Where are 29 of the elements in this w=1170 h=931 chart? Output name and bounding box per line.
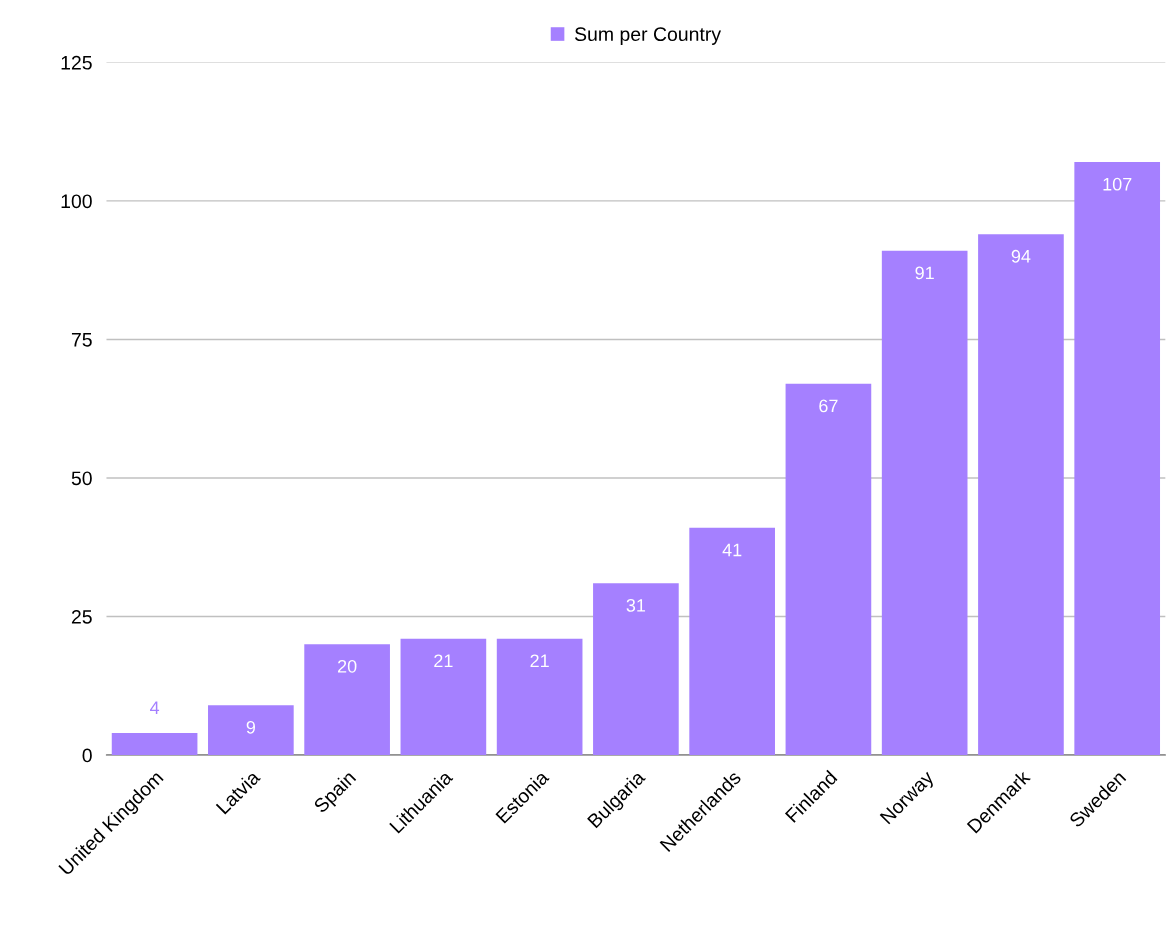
bar (1074, 162, 1161, 756)
y-tick-label: 100 (61, 194, 92, 209)
data-label: 91 (915, 266, 934, 280)
y-tick-label: 50 (71, 471, 92, 486)
data-label: 94 (1011, 249, 1031, 263)
bar (496, 638, 583, 756)
data-label: 4 (149, 701, 160, 714)
bar (400, 638, 487, 756)
bar (978, 234, 1064, 756)
data-label: 67 (819, 399, 838, 413)
bar (593, 583, 679, 756)
y-tick-label: 25 (71, 609, 92, 624)
y-tick-label: 125 (61, 55, 92, 70)
y-tick-label: 75 (71, 333, 92, 347)
data-label: 21 (434, 654, 453, 667)
data-label: 41 (722, 543, 742, 557)
data-label: 20 (337, 659, 357, 673)
bar (208, 705, 294, 756)
y-tick-label: 0 (82, 748, 92, 763)
legend-label: Sum per Country (574, 27, 722, 45)
bar (304, 644, 390, 756)
bar (111, 732, 198, 756)
bar (785, 383, 872, 756)
bar (881, 250, 968, 756)
bar (689, 527, 775, 756)
data-label: 21 (530, 654, 549, 667)
data-label: 31 (626, 598, 646, 612)
data-label: 9 (246, 720, 256, 734)
data-label: 107 (1103, 177, 1132, 191)
